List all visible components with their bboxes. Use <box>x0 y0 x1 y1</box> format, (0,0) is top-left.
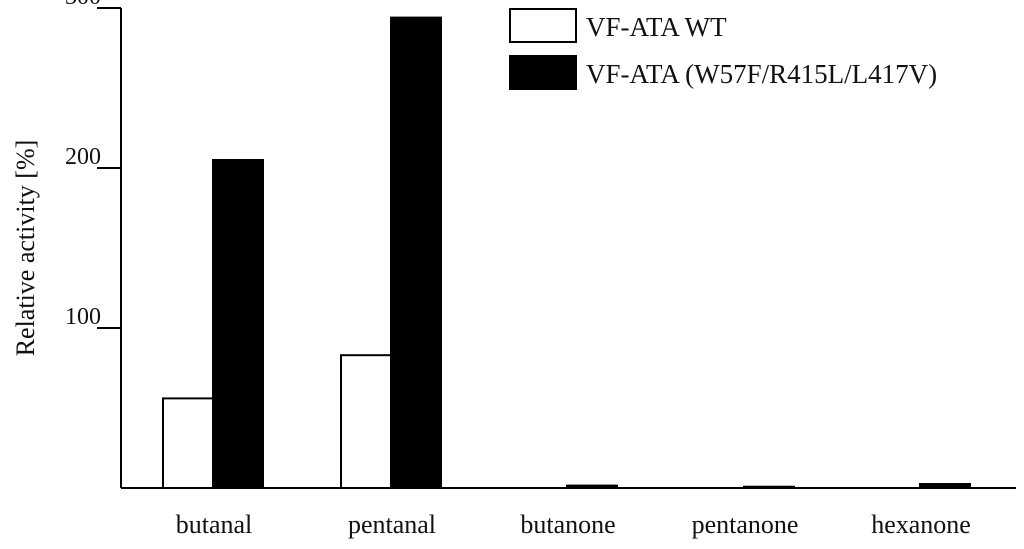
y-tick-label: 300 <box>65 0 101 10</box>
bar-mutant-butanal <box>212 159 264 489</box>
category-label-butanone: butanone <box>520 510 615 539</box>
bar-mutant-hexanone <box>919 483 971 489</box>
category-label-butanal: butanal <box>176 510 253 539</box>
bar-mutant-butanone <box>566 484 618 490</box>
category-labels: butanal pentanal butanone pentanone hexanone <box>176 510 971 539</box>
y-tick-label: 100 <box>65 304 101 330</box>
bar-mutant-pentanal <box>390 16 442 489</box>
legend-label-mutant: VF-ATA (W57F/R415L/L417V) <box>586 59 937 89</box>
y-ticks: 100 200 300 <box>65 0 121 330</box>
bars <box>162 16 971 490</box>
legend: VF-ATA WT VF-ATA (W57F/R415L/L417V) <box>509 8 937 90</box>
bar-wt-butanal <box>162 397 214 489</box>
category-label-hexanone: hexanone <box>871 510 971 539</box>
y-axis-title: Relative activity [%] <box>11 140 40 357</box>
y-tick-label: 200 <box>65 144 101 170</box>
bar-wt-pentanal <box>340 354 392 490</box>
legend-label-wt: VF-ATA WT <box>586 12 727 42</box>
legend-swatch-mutant <box>509 55 577 90</box>
category-label-pentanal: pentanal <box>348 510 436 539</box>
bar-mutant-pentanone <box>743 485 795 490</box>
legend-swatch-wt <box>509 8 577 43</box>
category-label-pentanone: pentanone <box>692 510 799 539</box>
